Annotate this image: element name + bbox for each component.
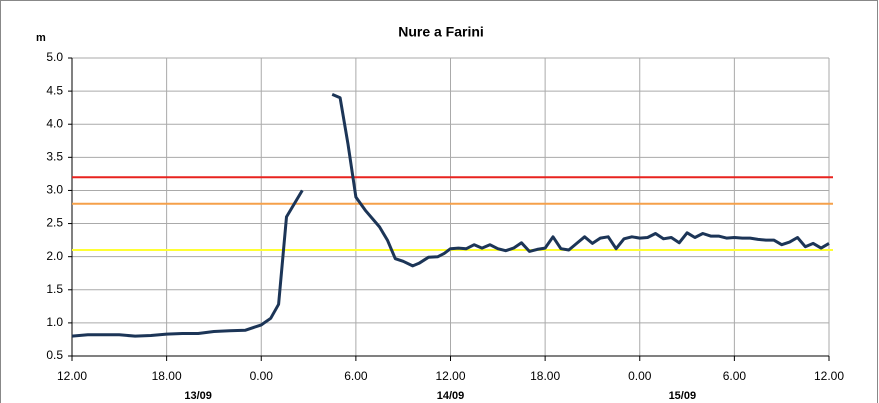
y-tick-label: 4.0 bbox=[46, 116, 63, 130]
y-tick-label: 2.5 bbox=[46, 216, 63, 230]
x-tick-label: 0.00 bbox=[628, 369, 652, 383]
date-label: 13/09 bbox=[184, 390, 212, 402]
x-tick-label: 18.00 bbox=[530, 369, 560, 383]
date-label: 15/09 bbox=[669, 390, 697, 402]
y-tick-label: 1.5 bbox=[46, 282, 63, 296]
x-tick-label: 6.00 bbox=[723, 369, 747, 383]
y-tick-label: 0.5 bbox=[46, 348, 63, 362]
data-line bbox=[71, 93, 830, 338]
y-tick-label: 3.5 bbox=[46, 150, 63, 164]
y-tick-label: 3.0 bbox=[46, 183, 63, 197]
date-label: 14/09 bbox=[437, 390, 465, 402]
y-tick-label: 4.5 bbox=[46, 83, 63, 97]
y-axis-label: m bbox=[36, 32, 46, 44]
y-tick-label: 1.0 bbox=[46, 315, 63, 329]
y-tick-label: 5.0 bbox=[46, 50, 63, 64]
x-tick-label: 18.00 bbox=[152, 369, 182, 383]
x-tick-label: 12.00 bbox=[814, 369, 844, 383]
x-tick-label: 6.00 bbox=[344, 369, 368, 383]
y-tick-label: 2.0 bbox=[46, 249, 63, 263]
x-tick-label: 12.00 bbox=[435, 369, 465, 383]
x-tick-label: 12.00 bbox=[57, 369, 87, 383]
chart-title: Nure a Farini bbox=[398, 24, 484, 40]
x-tick-label: 0.00 bbox=[250, 369, 274, 383]
